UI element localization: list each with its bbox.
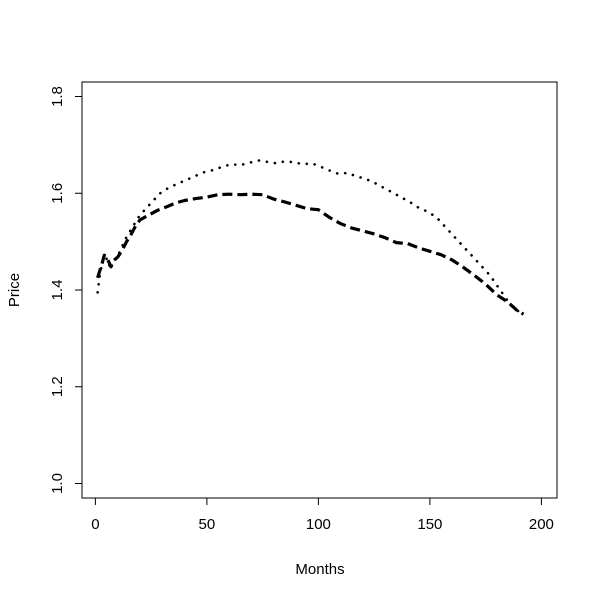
x-axis-title: Months (295, 561, 344, 578)
x-tick-label: 0 (91, 516, 99, 533)
x-tick-label: 150 (417, 516, 442, 533)
x-tick-label: 100 (306, 516, 331, 533)
y-tick-label: 1.0 (49, 473, 66, 494)
y-tick-label: 1.8 (49, 86, 66, 107)
dashed-series-line (96, 192, 525, 316)
series-layer (96, 159, 525, 316)
y-axis-title: Price (6, 273, 23, 307)
y-axis: 1.0 1.2 1.4 1.6 1.8 (49, 86, 83, 494)
x-axis: 0 50 100 150 200 (91, 497, 554, 533)
x-tick-label: 50 (199, 516, 216, 533)
y-tick-label: 1.4 (49, 280, 66, 301)
x-tick-label: 200 (529, 516, 554, 533)
y-tick-label: 1.2 (49, 376, 66, 397)
y-tick-label: 1.6 (49, 183, 66, 204)
dotted-series-line (96, 159, 525, 316)
